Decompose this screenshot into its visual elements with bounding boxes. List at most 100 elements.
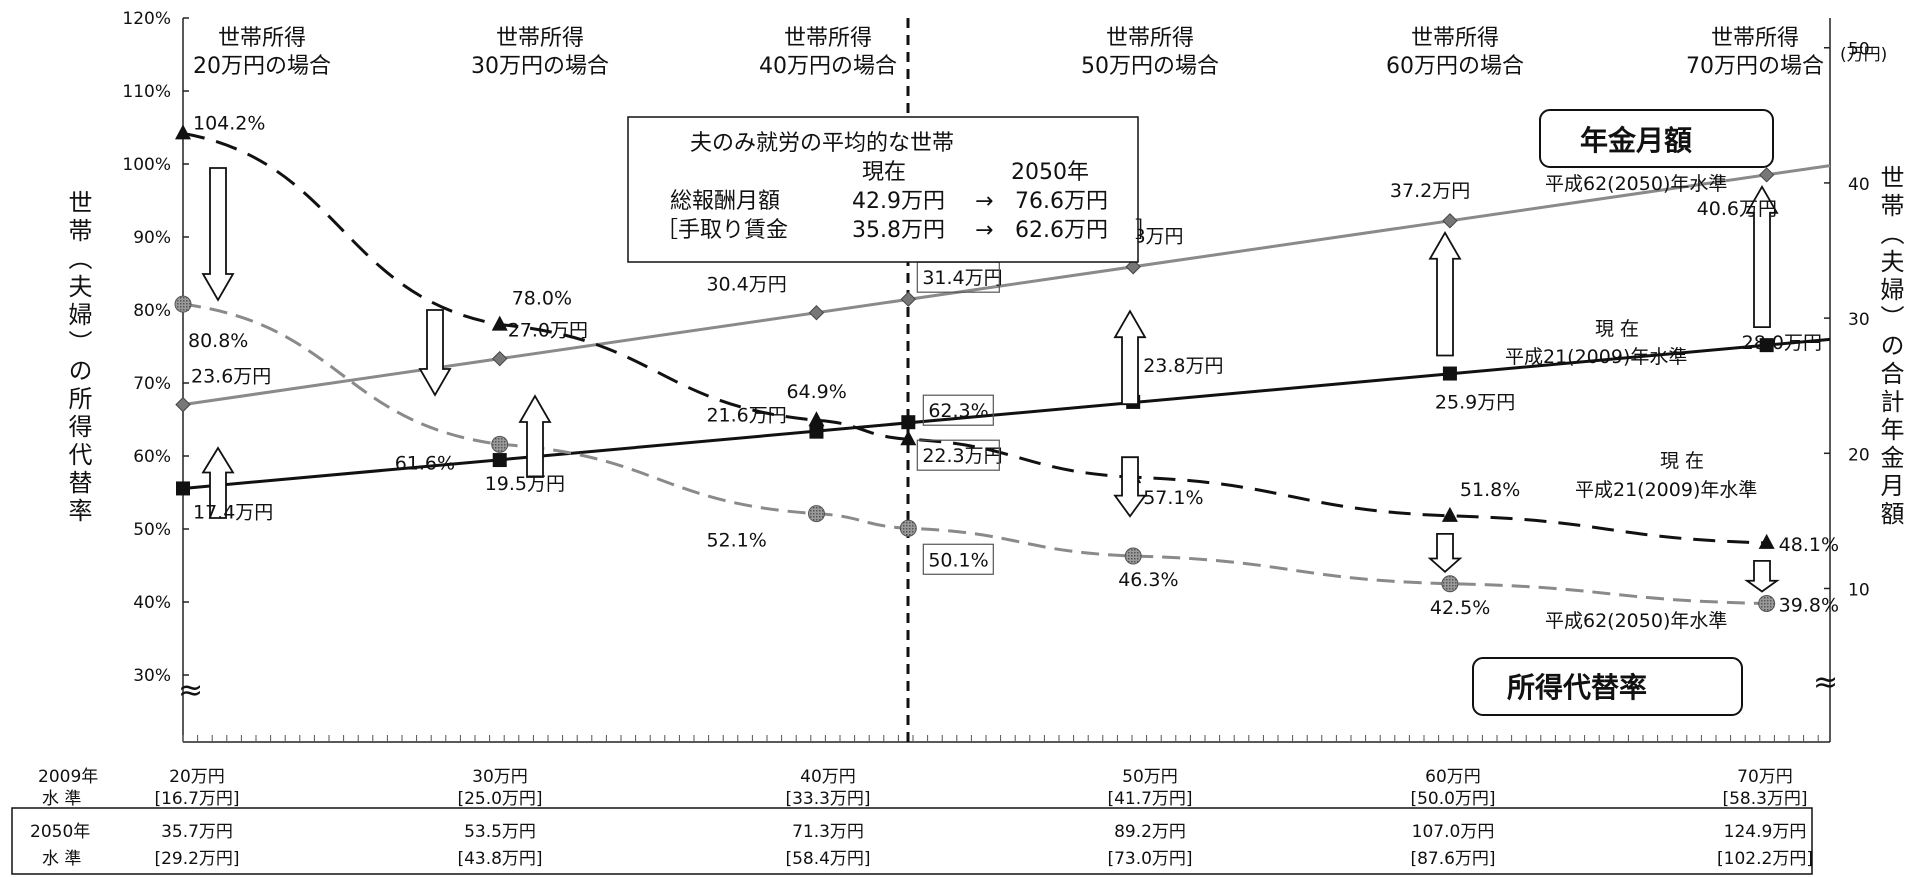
series-layer [174,124,1831,612]
data-label: 23.6万円 [191,366,271,388]
data-label: 42.5% [1430,597,1490,619]
data-label: 46.3% [1118,569,1178,591]
left-tick-label: 90% [133,228,171,248]
data-label: 31.4万円 [922,267,1002,289]
data-label: 40.6万円 [1697,198,1777,220]
data-label: 78.0% [512,288,572,310]
series-marker [175,396,191,413]
table-2009-value: 30万円 [472,767,528,787]
series-marker [1124,547,1142,565]
data-label: 25.9万円 [1435,392,1515,414]
series-marker [900,430,917,446]
data-label: 48.1% [1779,534,1839,556]
average-household-title: 夫のみ就労の平均的な世帯 [690,131,954,156]
row-2009-label-2: 水 準 [42,789,81,809]
right-tick-label: 40 [1848,175,1870,195]
arrow-layer [201,167,1780,593]
column-header-line1: 世帯所得 [1106,26,1194,51]
series-marker [1758,167,1775,183]
average-household-row2-now: 35.8万円 [852,218,945,243]
ratio-title-box: 所得代替率 [1472,657,1743,716]
left-tick-label: 50% [133,520,171,540]
column-header-line1: 世帯所得 [496,26,584,51]
series-marker [1442,213,1458,229]
table-2050-sub: [102.2万円] [1717,849,1813,869]
series-marker [491,315,508,331]
column-header-line1: 世帯所得 [1411,26,1499,51]
data-label: 51.8% [1460,479,1520,501]
pension-title-box: 年金月額 [1539,109,1774,168]
left-tick-label: 60% [133,447,171,467]
data-label: 104.2% [193,112,265,134]
series-marker [1759,338,1774,353]
data-label: 64.9% [786,381,846,403]
data-label: 57.1% [1143,487,1203,509]
x-minor-ticks [182,735,1819,742]
average-household-row2-label: ［手取り賃金 [656,218,788,243]
pension-increase-arrow [518,394,552,478]
table-2009-sub: [41.7万円] [1107,789,1192,809]
series-marker [1441,506,1458,522]
data-label-box [922,394,994,426]
data-label: 80.8% [188,330,248,352]
average-household-row1-arrow: → [975,189,993,214]
left-axis-title: 世帯（夫婦）の所得代替率 [64,190,92,526]
column-header-line2: 70万円の場合 [1686,54,1824,79]
right-tick-label: 50 [1848,40,1870,60]
average-household-col-2050: 2050年 [1011,160,1089,185]
table-2009-sub: [50.0万円] [1410,789,1495,809]
average-household-row1-2050: 76.6万円 [1015,189,1108,214]
data-label: 21.6万円 [706,405,786,427]
table-2009-value: 50万円 [1122,767,1178,787]
series-marker [492,350,508,367]
series-line [182,164,1831,407]
ratio-now-label-1: 現 在 [1660,450,1704,472]
column-header-line2: 60万円の場合 [1386,54,1524,79]
series-marker [899,519,917,537]
column-header-line1: 世帯所得 [784,26,872,51]
average-household-col-now: 現在 [862,160,906,185]
column-header-line1: 世帯所得 [1711,26,1799,51]
table-2009-value: 60万円 [1425,767,1481,787]
table-2050-value: 35.7万円 [161,822,233,842]
left-tick-label: 100% [122,155,171,175]
ratio-decrease-arrow [201,167,235,302]
ratio-decrease-arrow [418,309,452,397]
bottom-table: 2009年 水 準 2050年 水 準 20万円[16.7万円] 35.7万円 [2… [11,767,1813,875]
left-axis-ticks: 120% 110% 100% 90% 80% 70% 60% 50% 40% 30% [122,9,189,686]
data-label: 61.6% [395,452,455,474]
data-label-box [916,439,1000,471]
left-tick-label: 110% [122,82,171,102]
ratio-2050-label: 平成62(2050)年水準 [1545,610,1727,632]
left-tick-label: 80% [133,301,171,321]
right-tick-label: 30 [1848,310,1870,330]
pension-increase-arrow [201,446,235,519]
table-2050-value: 124.9万円 [1724,822,1807,842]
series-marker [808,411,825,427]
table-2009-value: 20万円 [169,767,225,787]
series-marker [1441,575,1459,593]
ratio-decrease-arrow [1427,532,1463,573]
data-label: 52.1% [706,530,766,552]
column-header-line2: 20万円の場合 [193,54,331,79]
table-2050-sub: [43.8万円] [457,849,542,869]
average-household-row2-end: ］ [1135,218,1157,243]
right-tick-label: 10 [1848,580,1870,600]
table-2009-sub: [33.3万円] [785,789,870,809]
series-marker [492,453,507,468]
average-household-box: 夫のみ就労の平均的な世帯 現在 2050年 総報酬月額 42.9万円 → 76.… [627,116,1157,263]
average-household-row2-2050: 62.6万円 [1015,218,1108,243]
table-2050-value: 107.0万円 [1412,822,1495,842]
data-label: 22.3万円 [922,445,1002,467]
table-2050-sub: [29.2万円] [154,849,239,869]
right-axis-title: 世帯（夫婦）の合計年金月額 [1876,165,1904,529]
series-marker [1758,533,1775,549]
table-2009-sub: [58.3万円] [1722,789,1807,809]
pension-2050-label: 平成62(2050)年水準 [1545,173,1727,195]
table-2009-sub: [25.0万円] [457,789,542,809]
left-break-mark: ≈ [178,673,203,708]
column-header-line2: 30万円の場合 [471,54,609,79]
right-axis-unit: (万円) [1840,45,1887,65]
